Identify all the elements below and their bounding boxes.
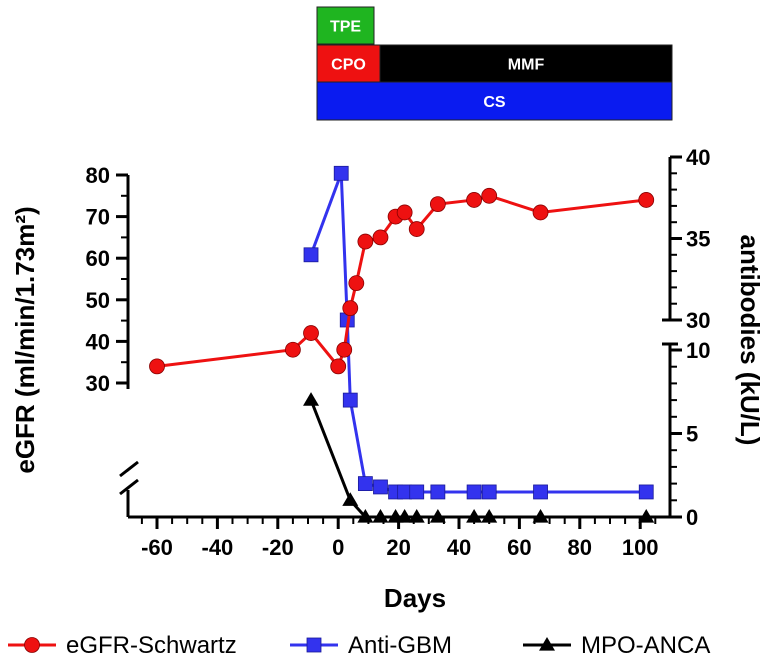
treatment-bar-cpo xyxy=(316,44,381,83)
treatment-bar-label-mmf: MMF xyxy=(508,57,545,74)
data-point xyxy=(429,196,446,213)
data-point xyxy=(532,509,549,523)
data-point xyxy=(532,204,549,221)
legend-item-egfr-schwartz: eGFR-Schwartz xyxy=(8,632,237,659)
legend-item-mpo-anca: MPO-ANCA xyxy=(523,632,710,659)
series-mpo-anca xyxy=(303,392,655,523)
data-point xyxy=(466,484,482,500)
series-egfr-schwartz xyxy=(149,187,655,375)
legend: eGFR-Schwartz Anti-GBM MPO-ANCA xyxy=(8,632,710,659)
x-tick-label: -40 xyxy=(202,535,234,560)
legend-marker xyxy=(539,637,555,651)
data-point xyxy=(481,509,498,523)
data-point xyxy=(336,341,353,358)
data-point xyxy=(466,509,483,523)
data-point xyxy=(342,492,359,506)
data-point xyxy=(481,187,498,204)
treatment-bar-cs xyxy=(316,81,673,121)
data-point xyxy=(303,247,319,263)
x-tick-label: 0 xyxy=(332,535,344,560)
data-point xyxy=(409,484,425,500)
data-point xyxy=(373,479,388,495)
plot-series xyxy=(149,165,655,523)
data-point xyxy=(342,300,359,317)
x-tick-label: -20 xyxy=(262,535,294,560)
data-point xyxy=(481,484,497,500)
legend-label: eGFR-Schwartz xyxy=(66,632,237,659)
data-point xyxy=(330,358,347,375)
data-point xyxy=(348,275,365,292)
y-right-tick-label: 10 xyxy=(686,338,710,363)
x-tick-label: 20 xyxy=(386,535,410,560)
data-point xyxy=(357,509,374,523)
data-point xyxy=(408,221,425,237)
data-point xyxy=(149,358,165,375)
x-tick-label: 100 xyxy=(622,535,659,560)
data-point xyxy=(357,476,373,492)
x-tick-label: 60 xyxy=(507,535,531,560)
x-axis-title: Days xyxy=(384,583,446,613)
legend-label: MPO-ANCA xyxy=(581,632,710,659)
data-point xyxy=(303,325,319,341)
x-tick-label: -60 xyxy=(141,535,173,560)
y-left-tick-label: 80 xyxy=(86,163,110,188)
y-left-tick-label: 60 xyxy=(86,246,110,271)
y-right-tick-label: 40 xyxy=(686,145,710,170)
data-point xyxy=(533,484,548,500)
data-point xyxy=(303,392,320,406)
data-point xyxy=(396,204,413,221)
treatment-bar-mmf xyxy=(379,44,673,83)
data-point xyxy=(372,229,389,246)
data-point xyxy=(430,484,446,500)
data-point xyxy=(284,341,301,358)
series-anti-gbm xyxy=(303,165,654,500)
axes: 30 40 50 60 70 80 -60 -40 -20 0 20 40 60 80 100 0 5 10 30 3… xyxy=(86,145,711,560)
y-right-tick-label: 35 xyxy=(686,227,710,252)
treatment-bars: TPE CPO MMF CS xyxy=(316,6,673,121)
legend-label: Anti-GBM xyxy=(348,632,452,659)
y-right-tick-label: 30 xyxy=(686,308,710,333)
x-tick-label: 80 xyxy=(568,535,592,560)
x-tick-label: 40 xyxy=(447,535,471,560)
data-point xyxy=(333,165,349,181)
y-right-tick-label: 5 xyxy=(686,422,698,447)
y-right-tick-label: 0 xyxy=(686,505,698,530)
y-left-axis-break xyxy=(119,478,139,496)
y-left-axis-break xyxy=(119,460,139,478)
treatment-bar-label-tpe: TPE xyxy=(330,19,361,36)
treatment-bar-tpe xyxy=(316,6,375,45)
data-point xyxy=(396,509,413,523)
series-line-anti-gbm xyxy=(309,172,647,494)
data-point xyxy=(372,509,389,523)
treatment-bar-label-cpo: CPO xyxy=(331,57,366,74)
data-point xyxy=(638,509,655,523)
data-point xyxy=(466,192,483,208)
y-left-tick-label: 50 xyxy=(86,288,110,313)
legend-marker xyxy=(306,637,322,653)
y-left-tick-label: 30 xyxy=(86,371,110,396)
data-point xyxy=(342,392,358,408)
data-point xyxy=(357,233,374,250)
legend-item-anti-gbm: Anti-GBM xyxy=(290,632,452,659)
y-left-tick-label: 40 xyxy=(86,329,110,354)
y-left-tick-label: 70 xyxy=(86,205,110,230)
data-point xyxy=(408,509,425,523)
y-right-axis-title: antibodies (kU/L) xyxy=(735,235,765,446)
data-point xyxy=(638,192,655,208)
y-left-axis-title: eGFR (ml/min/1.73m²) xyxy=(10,206,40,473)
legend-marker xyxy=(24,637,40,653)
treatment-bar-label-cs: CS xyxy=(483,94,506,111)
data-point xyxy=(429,509,446,523)
data-point xyxy=(638,484,654,500)
